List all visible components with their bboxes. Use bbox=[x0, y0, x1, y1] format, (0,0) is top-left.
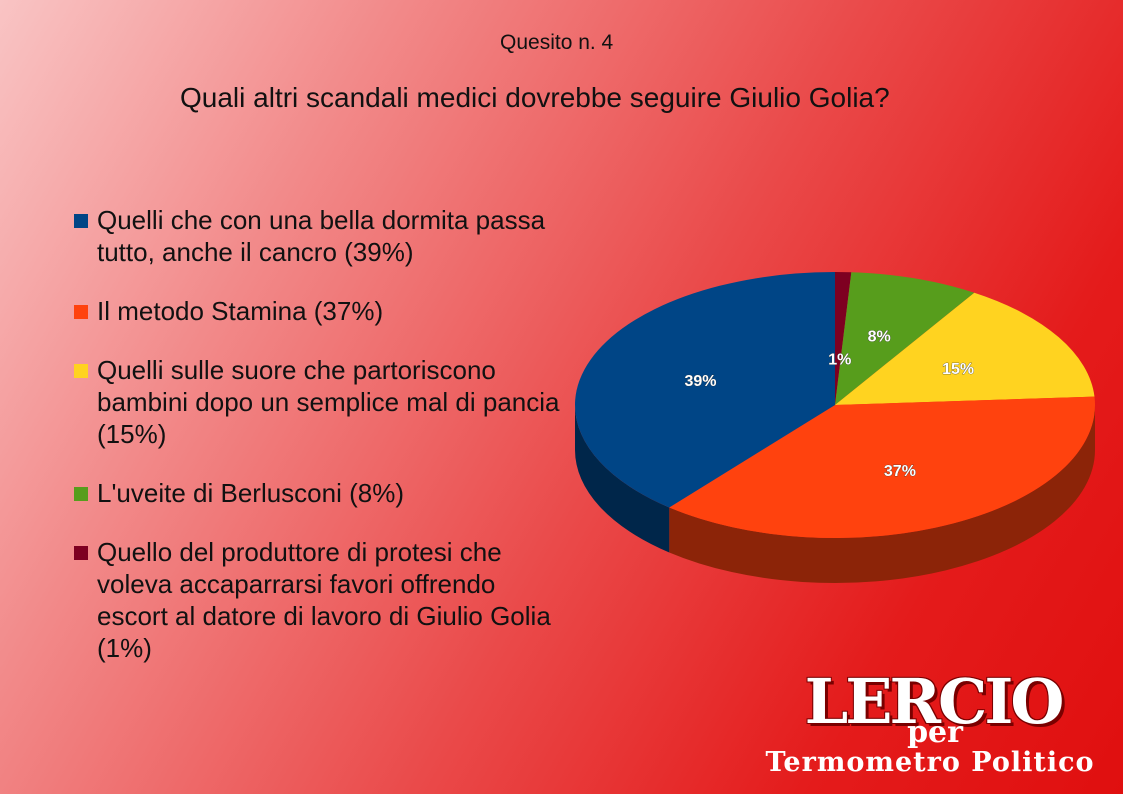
legend-item: Quelli sulle suore che partoriscono bamb… bbox=[72, 354, 562, 450]
slice-dormita bbox=[575, 272, 835, 508]
pie-chart: 1% 8% 15% 37% 39% bbox=[560, 260, 1110, 600]
slice-stamina bbox=[669, 396, 1095, 538]
question-number: Quesito n. 4 bbox=[500, 31, 614, 54]
data-label-37: 37% bbox=[884, 463, 916, 480]
data-label-8: 8% bbox=[868, 328, 891, 345]
logo-per: per bbox=[907, 715, 963, 750]
lercio-logo: LERCIO per Termometro Politico bbox=[755, 665, 1105, 785]
legend-item: Il metodo Stamina (37%) bbox=[72, 295, 562, 327]
question-title: Quali altri scandali medici dovrebbe seg… bbox=[180, 82, 890, 113]
legend-item: L'uveite di Berlusconi (8%) bbox=[72, 477, 562, 509]
slice-uveite bbox=[835, 272, 975, 405]
pie-chart-svg: 1% 8% 15% 37% 39% bbox=[575, 272, 1095, 583]
legend-item: Quello del produttore di protesi che vol… bbox=[72, 536, 562, 664]
chart-legend: Quelli che con una bella dormita passa t… bbox=[72, 204, 562, 691]
slice-side-stamina bbox=[669, 405, 1095, 583]
logo-subtitle: Termometro Politico bbox=[765, 747, 1095, 778]
legend-label: L'uveite di Berlusconi (8%) bbox=[97, 478, 404, 508]
slice-protesi bbox=[835, 272, 852, 405]
legend-label: Quelli sulle suore che partoriscono bamb… bbox=[97, 355, 560, 449]
legend-swatch bbox=[74, 364, 88, 378]
legend-item: Quelli che con una bella dormita passa t… bbox=[72, 204, 562, 268]
legend-label: Quelli che con una bella dormita passa t… bbox=[97, 205, 546, 267]
data-label-39: 39% bbox=[684, 373, 716, 390]
legend-swatch bbox=[74, 546, 88, 560]
data-label-15: 15% bbox=[942, 361, 974, 378]
data-label-1: 1% bbox=[828, 351, 851, 368]
legend-label: Quello del produttore di protesi che vol… bbox=[97, 537, 551, 663]
legend-label: Il metodo Stamina (37%) bbox=[97, 296, 384, 326]
slice-side-dormita bbox=[575, 405, 670, 553]
slice-suore bbox=[835, 292, 1095, 405]
legend-swatch bbox=[74, 305, 88, 319]
logo-wordmark: LERCIO bbox=[804, 665, 1065, 738]
legend-swatch bbox=[74, 214, 88, 228]
legend-swatch bbox=[74, 487, 88, 501]
